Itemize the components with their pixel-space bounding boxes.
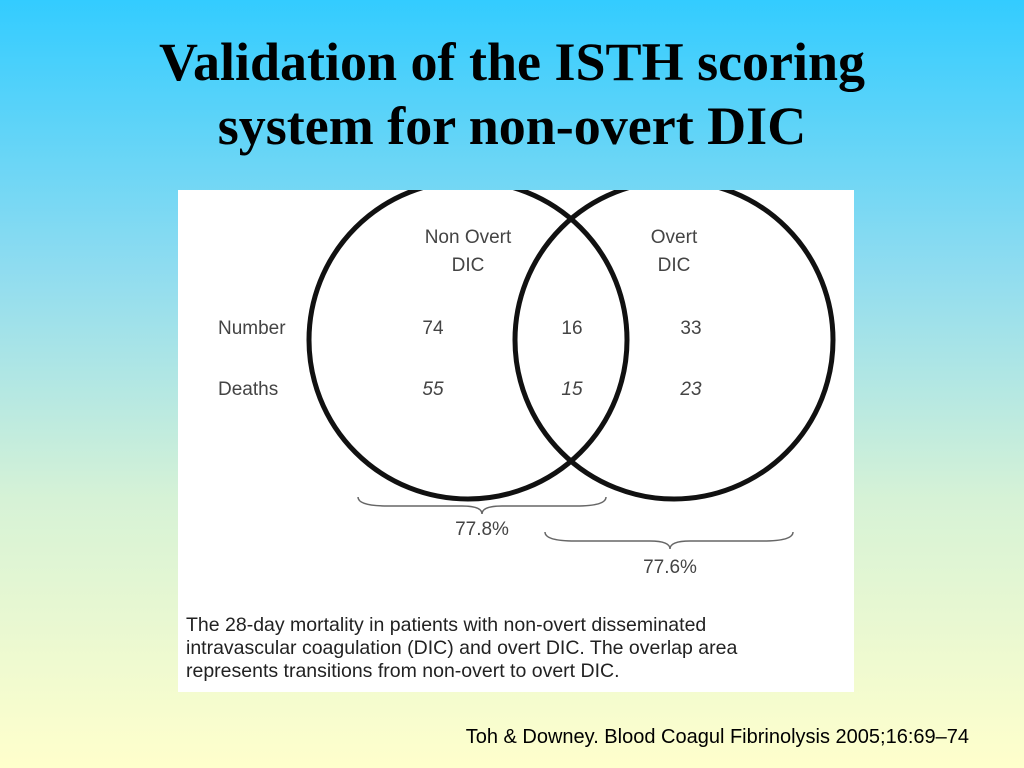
overt-number: 33 xyxy=(680,318,701,339)
deaths-row-label: Deaths xyxy=(218,379,278,400)
caption-line-1: The 28-day mortality in patients with no… xyxy=(186,614,707,636)
overt-bracket xyxy=(544,531,794,550)
citation: Toh & Downey. Blood Coagul Fibrinolysis … xyxy=(465,726,969,748)
overlap-number: 16 xyxy=(561,318,582,339)
overt-deaths: 23 xyxy=(679,379,702,400)
venn-diagram: Non Overt DIC Overt DIC Number Deaths 74… xyxy=(218,190,836,578)
overlap-deaths: 15 xyxy=(561,379,583,400)
non-overt-bracket xyxy=(357,496,607,515)
non-overt-circle xyxy=(306,190,630,502)
non-overt-label-line-2: DIC xyxy=(452,255,485,276)
non-overt-deaths: 55 xyxy=(422,379,444,400)
caption-line-3: represents transitions from non-overt to… xyxy=(186,660,620,682)
non-overt-number: 74 xyxy=(422,318,444,339)
overt-label-line-1: Overt xyxy=(651,227,698,248)
non-overt-mortality-pct: 77.8% xyxy=(455,519,509,540)
figure-caption: The 28-day mortality in patients with no… xyxy=(186,614,846,683)
number-row-label: Number xyxy=(218,318,286,339)
slide-title-line-2: system for non-overt DIC xyxy=(217,96,807,156)
venn-figure-panel: Non Overt DIC Overt DIC Number Deaths 74… xyxy=(178,190,854,692)
non-overt-label-line-1: Non Overt xyxy=(425,227,512,248)
overt-circle xyxy=(512,190,836,502)
slide-title: Validation of the ISTH scoring system fo… xyxy=(0,30,1024,158)
overt-label-line-2: DIC xyxy=(658,255,691,276)
overt-mortality-pct: 77.6% xyxy=(643,557,697,578)
slide-title-line-1: Validation of the ISTH scoring xyxy=(158,32,866,92)
caption-line-2: intravascular coagulation (DIC) and over… xyxy=(186,637,738,659)
